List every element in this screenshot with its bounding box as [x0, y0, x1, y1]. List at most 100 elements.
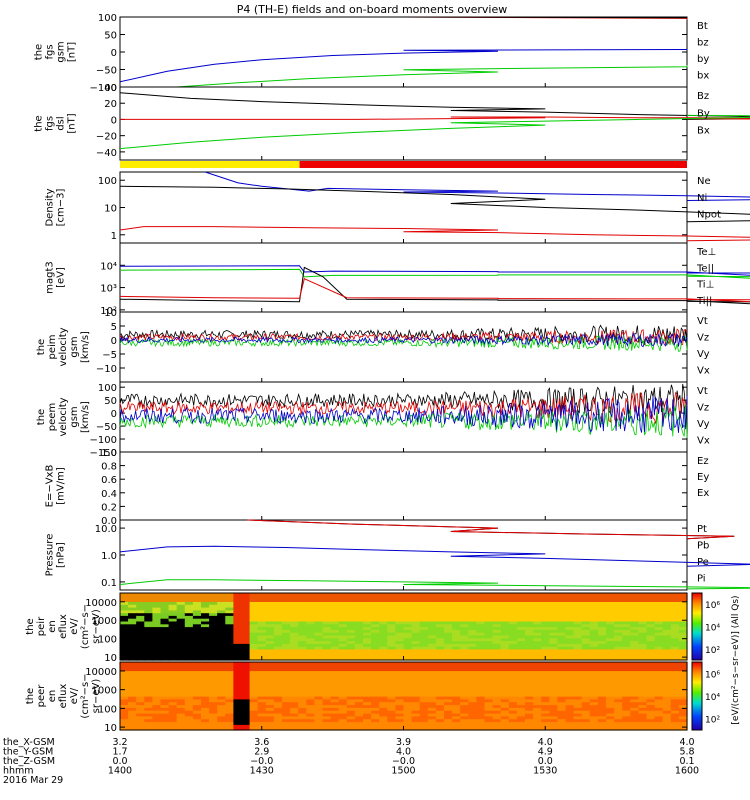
- spectro-cell: [678, 713, 688, 717]
- spectro-cell: [662, 623, 672, 628]
- spectro-cell: [192, 670, 202, 674]
- spectro-cell: [128, 710, 137, 714]
- spectro-cell: [144, 664, 153, 669]
- spectro-cell: [662, 612, 672, 616]
- spectro-cell: [541, 618, 550, 622]
- spectro-cell: [646, 684, 656, 689]
- spectro-cell: [265, 640, 275, 644]
- spectro-cell: [492, 640, 502, 644]
- spectro-cell: [128, 598, 137, 602]
- spectro-cell: [670, 727, 680, 731]
- spectro-cell: [452, 615, 461, 619]
- spectro-cell: [168, 620, 178, 625]
- spectro-cell: [387, 690, 396, 694]
- spectro-cell: [201, 612, 210, 616]
- spectro-cell: [136, 607, 145, 611]
- spectro-cell: [209, 662, 218, 666]
- y-tick-label: −100: [90, 435, 117, 446]
- spectro-cell: [606, 623, 615, 628]
- spectro-cell: [549, 651, 558, 655]
- spectro-cell: [444, 687, 453, 691]
- spectro-cell: [460, 626, 469, 630]
- spectro-cell: [184, 704, 194, 708]
- spectro-cell: [184, 710, 194, 714]
- spectro-cell: [363, 667, 372, 672]
- spectro-cell: [290, 646, 299, 650]
- spectro-cell: [444, 662, 453, 666]
- spectro-cell: [192, 609, 202, 614]
- legend-Vt: Vt: [697, 316, 708, 327]
- spectro-cell: [452, 676, 461, 680]
- spectro-cell: [120, 657, 129, 661]
- spectro-cell: [525, 727, 534, 731]
- spectro-cell: [435, 648, 445, 653]
- spectro-cell: [120, 727, 129, 731]
- x-row-value: 1.7: [112, 747, 127, 758]
- spectro-cell: [273, 651, 283, 655]
- spectro-cell: [168, 595, 178, 600]
- spectro-cell: [614, 662, 623, 666]
- spectro-cell: [395, 640, 405, 644]
- spectro-cell: [379, 593, 388, 597]
- spectro-cell: [168, 593, 178, 597]
- spectro-cell: [403, 595, 413, 600]
- spectro-cell: [500, 593, 510, 597]
- spectro-cell: [646, 618, 656, 622]
- series-line-green: [119, 268, 750, 279]
- spectro-cell: [217, 673, 226, 677]
- series-line-black: [119, 185, 750, 223]
- spectro-cell: [508, 684, 518, 689]
- spectro-cell: [152, 718, 162, 723]
- spectro-cell: [192, 704, 202, 708]
- spectro-cell: [581, 696, 591, 700]
- spectro-cell: [257, 651, 267, 655]
- spectro-cell: [257, 593, 267, 597]
- spectro-cell: [144, 718, 153, 723]
- spectro-cell: [541, 710, 550, 714]
- spectro-cell: [330, 698, 340, 703]
- spectro-cell: [646, 704, 656, 708]
- spectro-cell: [638, 654, 648, 658]
- spectro-cell: [184, 643, 194, 647]
- spectro-cell: [597, 693, 607, 697]
- spectro-cell: [395, 629, 405, 633]
- spectro-cell: [233, 601, 243, 605]
- spectro-cell: [265, 620, 275, 625]
- spectro-cell: [678, 615, 688, 619]
- spectro-cell: [622, 657, 631, 661]
- spectro-cell: [403, 648, 413, 653]
- spectro-cell: [209, 696, 218, 700]
- spectro-cell: [614, 634, 623, 639]
- spectro-cell: [460, 679, 469, 683]
- spectro-cell: [541, 648, 550, 653]
- spectro-cell: [322, 626, 332, 630]
- spectro-cell: [452, 724, 461, 728]
- spectro-cell: [403, 629, 413, 633]
- spectro-cell: [638, 676, 648, 680]
- spectro-cell: [500, 657, 510, 661]
- series-line-green: [119, 579, 750, 590]
- spectro-cell: [525, 670, 534, 674]
- spectro-cell: [160, 684, 170, 689]
- x-row-value: 5.8: [679, 747, 694, 758]
- spectro-cell: [670, 713, 680, 717]
- spectro-cell: [484, 687, 494, 691]
- spectro-cell: [290, 707, 299, 711]
- spectro-cell: [152, 681, 162, 686]
- spectro-cell: [565, 667, 575, 672]
- spectro-cell: [184, 634, 194, 639]
- spectro-cell: [638, 615, 648, 619]
- spectro-cell: [646, 615, 656, 619]
- spectro-cell: [419, 632, 429, 636]
- spectro-cell: [638, 710, 648, 714]
- spectro-cell: [249, 701, 259, 706]
- spectro-cell: [484, 609, 494, 614]
- spectro-cell: [662, 664, 672, 669]
- spectro-cell: [654, 612, 664, 616]
- spectro-cell: [403, 620, 413, 625]
- spectro-cell: [452, 623, 461, 628]
- spectro-cell: [492, 595, 502, 600]
- spectro-cell: [622, 620, 631, 625]
- spectro-cell: [176, 681, 186, 686]
- spectro-cell: [233, 670, 243, 674]
